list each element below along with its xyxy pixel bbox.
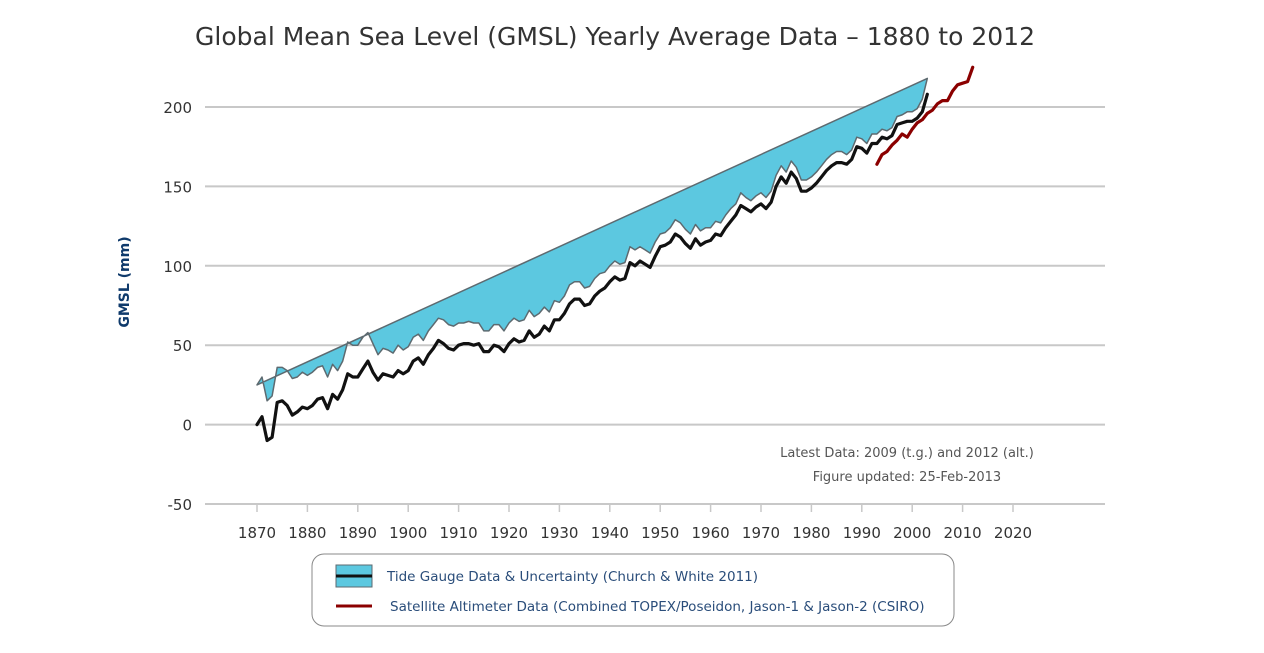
annotation-latest-data: Latest Data: 2009 (t.g.) and 2012 (alt.) (780, 446, 1034, 461)
x-tick-label: 1900 (389, 524, 427, 542)
x-tick-label: 1970 (742, 524, 780, 542)
x-tick-label: 1910 (440, 524, 478, 542)
x-tick-label: 2020 (994, 524, 1032, 542)
y-tick-label: 200 (163, 99, 192, 117)
axes: -50 0 50 100 150 200 1870 1880 1890 1900 1910 1920 1… (163, 99, 1032, 542)
x-tick-label: 1920 (490, 524, 528, 542)
y-tick-label: 100 (163, 258, 192, 276)
x-tick-label: 1990 (843, 524, 881, 542)
x-tick-label: 1880 (288, 524, 326, 542)
x-tick-label: 1890 (339, 524, 377, 542)
y-tick-label: 150 (163, 178, 192, 196)
x-tick-label: 1870 (238, 524, 276, 542)
legend: Tide Gauge Data & Uncertainty (Church & … (311, 553, 955, 627)
legend-item-tide-gauge: Tide Gauge Data & Uncertainty (Church & … (335, 564, 758, 588)
annotation-figure-updated: Figure updated: 25-Feb-2013 (813, 470, 1001, 485)
legend-label-tide-gauge: Tide Gauge Data & Uncertainty (Church & … (386, 569, 758, 585)
legend-label-satellite: Satellite Altimeter Data (Combined TOPEX… (390, 599, 925, 615)
x-tick-label: 1950 (641, 524, 679, 542)
y-tick-label: 0 (182, 417, 192, 435)
x-tick-label: 1980 (792, 524, 830, 542)
grid-lines (205, 106, 1105, 505)
x-tick-label: 1940 (591, 524, 629, 542)
tide-gauge-line (255, 92, 929, 443)
x-tick-label: 2000 (893, 524, 931, 542)
y-tick-label: 50 (173, 337, 192, 355)
chart-title: Global Mean Sea Level (GMSL) Yearly Aver… (195, 22, 1035, 51)
tide-gauge-uncertainty-band (256, 77, 929, 402)
plot-area (255, 65, 975, 443)
x-tick-label: 2010 (944, 524, 982, 542)
x-tick-label: 1960 (692, 524, 730, 542)
x-tick-label: 1930 (540, 524, 578, 542)
y-axis-label: GMSL (mm) (117, 236, 133, 327)
legend-item-satellite: Satellite Altimeter Data (Combined TOPEX… (336, 599, 925, 615)
satellite-altimeter-line (875, 65, 975, 166)
y-tick-label: -50 (168, 496, 193, 514)
legend-box (311, 553, 955, 627)
